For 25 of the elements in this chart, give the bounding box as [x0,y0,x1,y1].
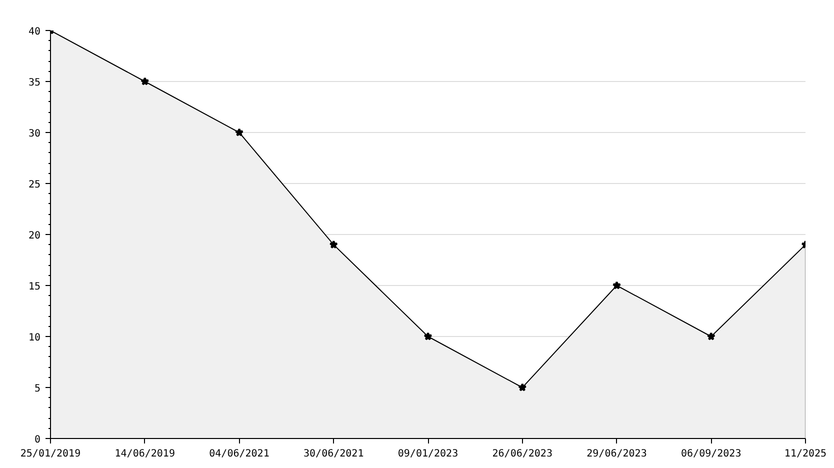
x-tick-label: 14/06/2019 [114,448,175,460]
point [612,281,622,290]
y-tick-label: 20 [28,230,41,242]
x-tick-label: 09/01/2023 [398,448,458,460]
point [234,128,244,136]
y-tick-label: 10 [28,332,41,344]
y-tick-label: 30 [28,128,41,140]
point [518,383,527,392]
y-tick-label: 40 [28,26,41,38]
point [706,332,716,340]
y-tick-label: 35 [28,78,41,88]
point [140,77,150,86]
x-tick-label: 29/06/2023 [586,448,647,460]
x-tick-label: 11/2025 [784,448,827,460]
x-tick-label: 06/09/2023 [681,448,742,460]
point [329,240,338,249]
x-tick-label: 30/06/2021 [304,448,364,460]
y-tick-label: 25 [28,180,41,190]
x-tick-label: 04/06/2021 [209,448,270,460]
y-tick-label: 0 [34,434,41,446]
y-tick-label: 15 [28,282,41,292]
point [424,332,432,340]
x-tick-label: 25/01/2019 [20,448,81,460]
y-tick-label: 5 [34,384,41,394]
x-tick-label: 26/06/2023 [492,448,552,460]
